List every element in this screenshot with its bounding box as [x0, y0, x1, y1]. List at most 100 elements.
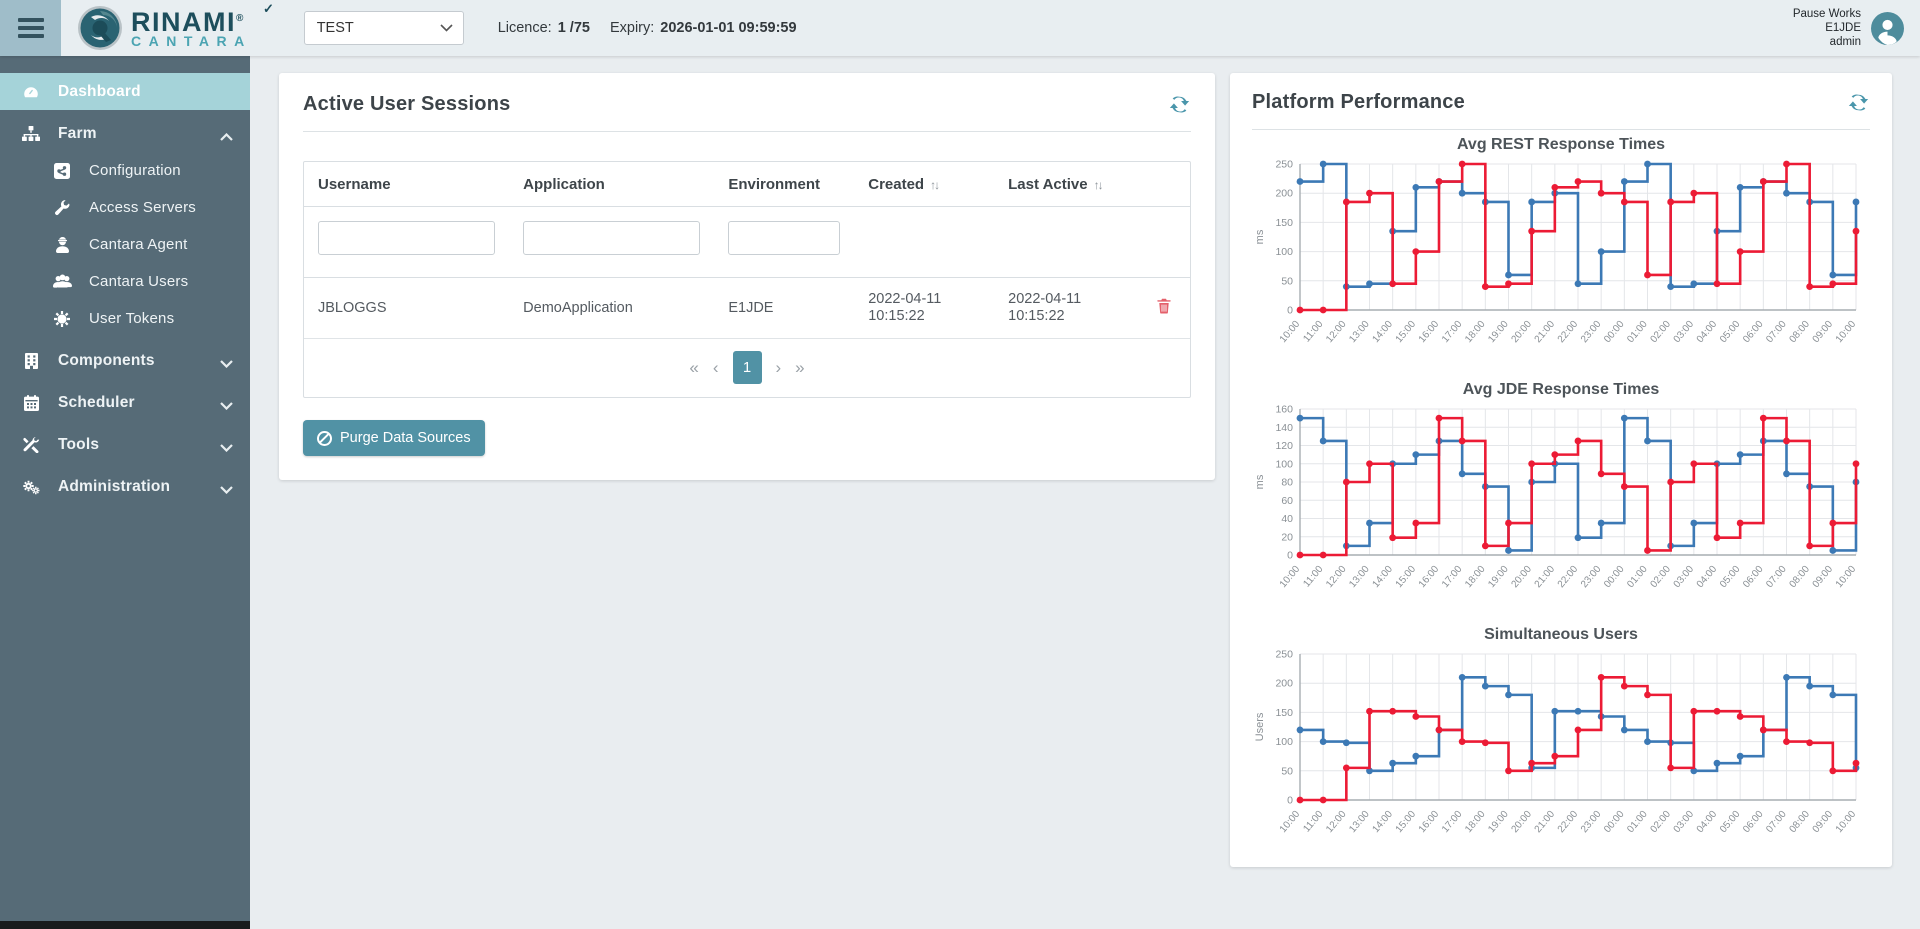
last-page-button[interactable]: » [795, 357, 805, 377]
svg-text:21:00: 21:00 [1533, 809, 1558, 836]
svg-text:17:00: 17:00 [1440, 809, 1465, 836]
sidebar-item-label: Cantara Agent [89, 236, 188, 253]
refresh-performance-button[interactable] [1848, 92, 1870, 114]
sort-icon[interactable]: ↑↓ [1093, 178, 1104, 192]
svg-text:13:00: 13:00 [1347, 564, 1372, 591]
prev-page-button[interactable]: ‹ [712, 357, 719, 377]
platform-performance-panel: Platform Performance Avg REST Response T… [1230, 73, 1892, 867]
svg-text:03:00: 03:00 [1672, 319, 1697, 346]
sidebar-item-label: Configuration [89, 162, 181, 179]
wrench-icon [50, 199, 74, 216]
sort-icon[interactable]: ↑↓ [930, 178, 940, 192]
svg-text:21:00: 21:00 [1533, 319, 1558, 346]
purge-data-sources-button[interactable]: Purge Data Sources [303, 420, 485, 456]
cell-environment: E1JDE [714, 277, 855, 339]
svg-text:120: 120 [1275, 440, 1293, 452]
chevron-down-icon [220, 355, 233, 373]
filter-username-input[interactable] [318, 221, 496, 255]
svg-text:23:00: 23:00 [1579, 809, 1604, 836]
sidebar-item-label: Tools [58, 435, 100, 453]
filter-application-input[interactable] [523, 221, 701, 255]
user-environment-label: E1JDE [1825, 22, 1861, 34]
svg-text:11:00: 11:00 [1301, 809, 1325, 835]
svg-text:09:00: 09:00 [1811, 319, 1836, 346]
svg-text:16:00: 16:00 [1417, 319, 1442, 346]
chevron-down-icon [220, 397, 233, 415]
agent-icon [50, 236, 74, 253]
svg-text:140: 140 [1275, 422, 1293, 434]
delete-session-button[interactable] [1157, 298, 1172, 318]
svg-text:0: 0 [1287, 550, 1293, 562]
sidebar-item-label: Scheduler [58, 393, 135, 411]
svg-text:16:00: 16:00 [1417, 809, 1442, 836]
svg-text:04:00: 04:00 [1695, 564, 1720, 591]
svg-text:17:00: 17:00 [1440, 319, 1465, 346]
environment-select[interactable]: TEST [303, 11, 464, 45]
svg-text:150: 150 [1275, 707, 1293, 719]
sidebar-item-components[interactable]: Components [0, 342, 250, 379]
svg-text:01:00: 01:00 [1625, 564, 1650, 591]
gauge-icon [19, 84, 43, 100]
svg-text:10:00: 10:00 [1834, 809, 1859, 836]
sidebar-item-cantara-users[interactable]: Cantara Users [0, 263, 250, 300]
sidebar-item-cantara-agent[interactable]: Cantara Agent [0, 226, 250, 263]
svg-text:10:00: 10:00 [1834, 319, 1859, 346]
user-block: Pause Works E1JDE admin [1793, 7, 1904, 49]
svg-text:01:00: 01:00 [1625, 319, 1650, 346]
svg-text:00:00: 00:00 [1602, 564, 1627, 591]
sidebar-item-farm[interactable]: Farm [0, 115, 250, 152]
first-page-button[interactable]: « [689, 357, 699, 377]
sitemap-icon [19, 125, 43, 142]
chevron-down-icon [220, 481, 233, 499]
svg-text:02:00: 02:00 [1648, 319, 1673, 346]
sidebar-item-tools[interactable]: Tools [0, 426, 250, 463]
table-row: JBLOGGS DemoApplication E1JDE 2022-04-11… [304, 277, 1190, 339]
svg-text:06:00: 06:00 [1741, 564, 1766, 591]
svg-text:06:00: 06:00 [1741, 809, 1766, 836]
refresh-sessions-button[interactable] [1169, 94, 1191, 116]
filter-environment-input[interactable] [728, 221, 841, 255]
sidebar-item-configuration[interactable]: Configuration [0, 152, 250, 189]
svg-text:250: 250 [1275, 649, 1293, 661]
svg-text:14:00: 14:00 [1370, 564, 1395, 591]
svg-text:07:00: 07:00 [1764, 319, 1789, 346]
svg-text:15:00: 15:00 [1394, 564, 1419, 591]
sidebar-toggle-button[interactable] [0, 0, 61, 56]
svg-text:03:00: 03:00 [1672, 809, 1697, 836]
sidebar-item-access-servers[interactable]: Access Servers [0, 189, 250, 226]
svg-text:160: 160 [1275, 404, 1293, 416]
svg-text:09:00: 09:00 [1811, 564, 1836, 591]
main-content: Active User Sessions Username Applicatio… [250, 56, 1920, 929]
svg-text:50: 50 [1281, 275, 1293, 287]
sidebar-item-administration[interactable]: Administration [0, 468, 250, 505]
filter-row [304, 206, 1190, 278]
cell-created: 2022-04-11 10:15:22 [868, 291, 942, 324]
user-avatar-icon[interactable] [1871, 11, 1904, 45]
sidebar-item-user-tokens[interactable]: User Tokens [0, 300, 250, 337]
tools-icon [19, 436, 43, 453]
sidebar-item-label: Farm [58, 124, 97, 142]
licence-info: Licence: 1 /75 Expiry: 2026-01-01 09:59:… [498, 20, 797, 36]
svg-text:22:00: 22:00 [1556, 319, 1581, 346]
next-page-button[interactable]: › [775, 357, 782, 377]
chart-avg-jde-response-times: Avg JDE Response Times 0 20 40 60 80 100 120 14… [1252, 381, 1870, 620]
sidebar-item-scheduler[interactable]: Scheduler [0, 384, 250, 421]
svg-text:200: 200 [1275, 188, 1293, 200]
svg-text:10:00: 10:00 [1834, 564, 1859, 591]
pause-works-link[interactable]: Pause Works [1792, 8, 1861, 20]
brand-subname: CANTARA [131, 33, 252, 49]
svg-text:02:00: 02:00 [1648, 809, 1673, 836]
page-number-button[interactable]: 1 [732, 351, 762, 384]
svg-text:18:00: 18:00 [1463, 319, 1488, 346]
column-header-application: Application [509, 162, 715, 207]
svg-text:20: 20 [1281, 531, 1293, 543]
registered-mark: ® [236, 13, 245, 24]
sidebar-item-label: User Tokens [89, 310, 175, 327]
expiry-value: 2026-01-01 09:59:59 [660, 20, 797, 36]
chevron-up-icon [220, 128, 233, 146]
svg-text:12:00: 12:00 [1324, 809, 1349, 836]
sidebar-footer-strip [0, 921, 250, 929]
column-header-username: Username [304, 162, 510, 207]
sidebar-item-label: Administration [58, 477, 171, 495]
sidebar-item-dashboard[interactable]: Dashboard [0, 73, 250, 110]
